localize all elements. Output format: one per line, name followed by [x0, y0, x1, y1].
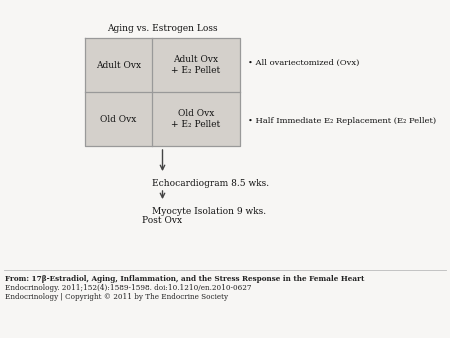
- Text: Old Ovx: Old Ovx: [100, 115, 136, 123]
- Text: Post Ovx: Post Ovx: [143, 216, 183, 225]
- Text: • All ovariectomized (Ovx): • All ovariectomized (Ovx): [248, 59, 360, 67]
- Text: Endocrinology. 2011;152(4):1589-1598. doi:10.1210/en.2010-0627: Endocrinology. 2011;152(4):1589-1598. do…: [5, 284, 252, 292]
- Text: Endocrinology | Copyright © 2011 by The Endocrine Society: Endocrinology | Copyright © 2011 by The …: [5, 293, 228, 301]
- Bar: [152, 92, 240, 146]
- Text: From: 17β-Estradiol, Aging, Inflammation, and the Stress Response in the Female : From: 17β-Estradiol, Aging, Inflammation…: [5, 275, 364, 283]
- Bar: [85, 92, 152, 146]
- Text: Myocyte Isolation 9 wks.: Myocyte Isolation 9 wks.: [153, 207, 266, 216]
- Text: Adult Ovx: Adult Ovx: [96, 61, 141, 70]
- Text: Aging vs. Estrogen Loss: Aging vs. Estrogen Loss: [107, 24, 218, 33]
- Bar: [152, 38, 240, 92]
- Text: Adult Ovx
+ E₂ Pellet: Adult Ovx + E₂ Pellet: [171, 55, 220, 75]
- Text: • Half Immediate E₂ Replacement (E₂ Pellet): • Half Immediate E₂ Replacement (E₂ Pell…: [248, 117, 436, 125]
- Text: Old Ovx
+ E₂ Pellet: Old Ovx + E₂ Pellet: [171, 108, 220, 129]
- Bar: [85, 38, 152, 92]
- Text: Echocardiogram 8.5 wks.: Echocardiogram 8.5 wks.: [153, 179, 270, 188]
